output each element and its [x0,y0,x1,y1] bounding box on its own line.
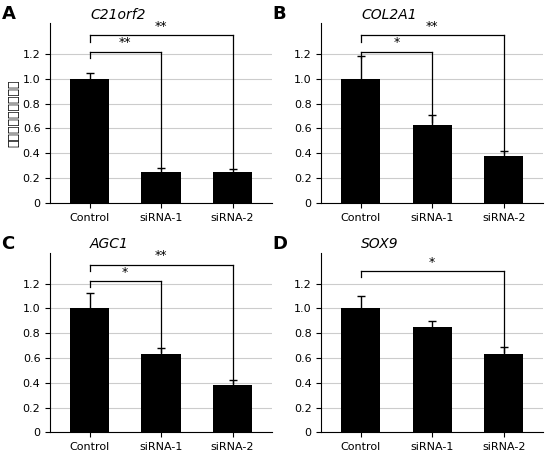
Bar [213,172,252,203]
Text: **: ** [426,20,438,33]
Text: C21orf2: C21orf2 [90,8,146,22]
Text: **: ** [155,20,167,33]
Bar [213,385,252,432]
Text: C: C [2,235,15,252]
Text: **: ** [155,249,167,263]
Text: *: * [429,256,436,269]
Bar [484,156,524,203]
Bar [70,308,109,432]
Text: B: B [273,5,286,23]
Bar [484,354,524,432]
Text: *: * [122,266,128,279]
Text: **: ** [119,36,131,49]
Text: AGC1: AGC1 [90,237,129,252]
Bar [70,79,109,203]
Bar [141,354,181,432]
Bar [412,327,452,432]
Bar [141,172,181,203]
Text: D: D [273,235,288,252]
Y-axis label: 相対的遅伝子発現量: 相対的遅伝子発現量 [7,79,20,147]
Bar [341,79,381,203]
Text: A: A [2,5,15,23]
Text: *: * [393,36,400,49]
Text: COL2A1: COL2A1 [361,8,417,22]
Bar [412,125,452,203]
Text: SOX9: SOX9 [361,237,399,252]
Bar [341,308,381,432]
